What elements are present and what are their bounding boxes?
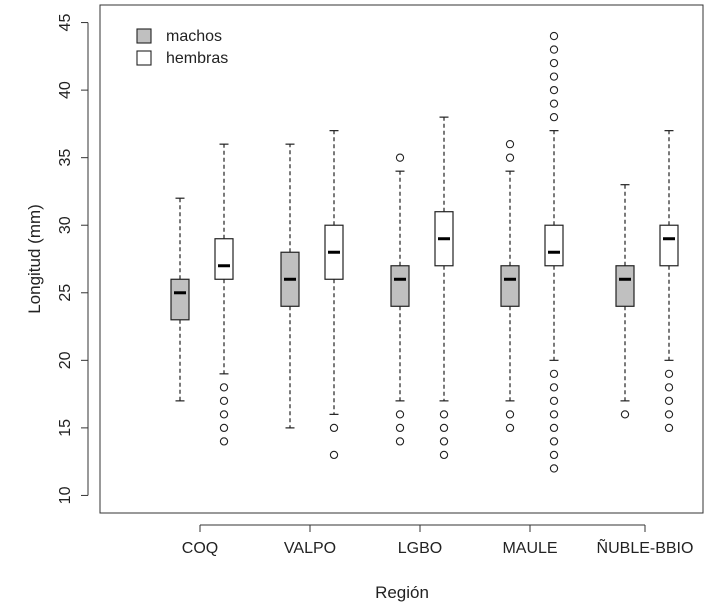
box-group xyxy=(390,153,410,446)
outlier-point xyxy=(439,437,449,446)
outlier-point xyxy=(549,396,559,406)
outlier-point xyxy=(219,423,229,433)
y-tick-label: 20 xyxy=(57,351,74,369)
y-tick-label: 10 xyxy=(57,486,74,504)
outlier-point xyxy=(549,437,559,446)
box xyxy=(615,265,635,307)
outlier-point xyxy=(439,410,449,419)
outlier-point xyxy=(219,396,229,406)
legend-swatch xyxy=(136,50,152,66)
outlier-point xyxy=(664,396,674,406)
x-tick-label: LGBO xyxy=(398,540,442,557)
outlier-point xyxy=(549,410,559,419)
outlier-point xyxy=(329,450,339,460)
y-tick-label: 15 xyxy=(57,419,74,437)
x-axis: COQ VALPO LGBO MAULE ÑUBLE-BBIO xyxy=(182,524,694,557)
legend-label: machos xyxy=(166,28,222,45)
plot-frame xyxy=(99,4,704,514)
outlier-point xyxy=(549,58,559,68)
outlier-point xyxy=(219,410,229,419)
outlier-point xyxy=(505,410,515,419)
outlier-point xyxy=(395,423,405,433)
x-tick-label: ÑUBLE-BBIO xyxy=(597,537,694,557)
box-group xyxy=(615,184,635,419)
y-axis: 10 15 20 25 30 35 40 45 xyxy=(57,14,89,504)
x-tick-label: VALPO xyxy=(284,540,336,557)
outlier-point xyxy=(329,423,339,433)
y-axis-label: Longitud (mm) xyxy=(25,204,44,314)
outlier-point xyxy=(219,437,229,446)
legend-label: hembras xyxy=(166,50,228,67)
legend-swatch xyxy=(136,28,152,44)
box-group xyxy=(500,140,520,433)
outlier-point xyxy=(549,99,559,108)
outlier-point xyxy=(664,410,674,419)
outlier-point xyxy=(439,423,449,433)
legend: machos hembras xyxy=(136,28,228,67)
y-tick-label: 30 xyxy=(57,216,74,234)
box xyxy=(659,224,679,267)
box xyxy=(170,278,190,321)
y-tick-label: 35 xyxy=(57,149,74,167)
outlier-point xyxy=(549,383,559,392)
outlier-point xyxy=(505,140,515,149)
box xyxy=(544,224,564,267)
outlier-point xyxy=(505,423,515,433)
outlier-point xyxy=(549,85,559,95)
outlier-point xyxy=(549,31,559,41)
x-axis-label: Región xyxy=(375,583,429,602)
outlier-point xyxy=(549,464,559,473)
outlier-point xyxy=(439,450,449,460)
box-group xyxy=(324,130,344,460)
box xyxy=(390,265,410,307)
outlier-point xyxy=(395,410,405,419)
box-group xyxy=(659,130,679,433)
box-group xyxy=(214,143,234,446)
box-group xyxy=(170,197,190,402)
outlier-point xyxy=(549,423,559,433)
box-group xyxy=(434,116,454,460)
box xyxy=(500,265,520,307)
outlier-point xyxy=(664,423,674,433)
outlier-point xyxy=(505,153,515,162)
outlier-point xyxy=(620,410,630,419)
outlier-point xyxy=(664,383,674,392)
boxes-layer xyxy=(170,31,679,473)
outlier-point xyxy=(549,112,559,122)
x-tick-label: COQ xyxy=(182,540,218,557)
box-group xyxy=(544,31,564,473)
outlier-point xyxy=(549,450,559,460)
y-tick-label: 40 xyxy=(57,81,74,99)
y-tick-label: 25 xyxy=(57,284,74,302)
outlier-point xyxy=(549,369,559,378)
y-tick-label: 45 xyxy=(57,14,74,32)
x-tick-label: MAULE xyxy=(502,540,557,557)
outlier-point xyxy=(395,437,405,446)
outlier-point xyxy=(395,153,405,162)
outlier-point xyxy=(549,72,559,81)
outlier-point xyxy=(219,383,229,392)
box-group xyxy=(280,143,300,429)
outlier-point xyxy=(549,45,559,54)
outlier-point xyxy=(664,369,674,378)
box xyxy=(214,238,234,280)
